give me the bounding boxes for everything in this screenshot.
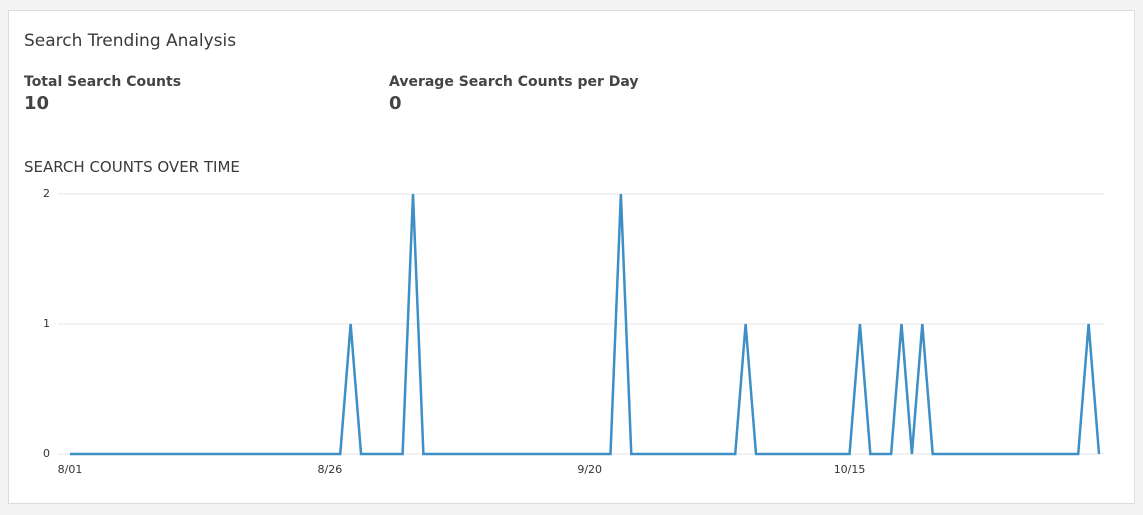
stat: Total Search Counts 10 (24, 74, 181, 114)
stat-value: 0 (389, 93, 402, 114)
stat-label: Average Search Counts per Day (389, 74, 639, 90)
stat: Average Search Counts per Day 0 (389, 74, 639, 114)
x-tick-label: 9/20 (577, 463, 602, 476)
x-tick-label: 8/01 (58, 463, 83, 476)
stat-label: Total Search Counts (24, 74, 182, 90)
stat-value: 10 (24, 93, 50, 114)
x-tick-label: 10/15 (834, 463, 866, 476)
y-tick-label: 0 (43, 447, 50, 460)
y-tick-label: 2 (43, 187, 50, 200)
line (70, 193, 1101, 456)
x-tick-label: 8/26 (317, 463, 342, 476)
panel-title: Search Trending Analysis (24, 31, 237, 51)
panel: Search Trending Analysis Total Search Co… (8, 10, 1135, 504)
y-tick-label: 1 (43, 317, 50, 330)
chart-title: SEARCH COUNTS OVER TIME (24, 158, 240, 176)
